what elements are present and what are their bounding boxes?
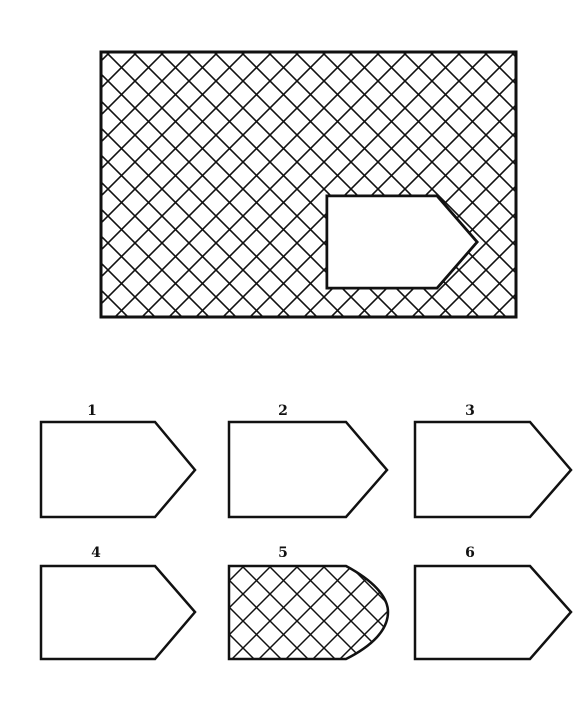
- option-6-label: 6: [465, 545, 475, 561]
- option-1-label: 1: [87, 403, 97, 419]
- option-5[interactable]: 5: [227, 545, 390, 661]
- option-5-label: 5: [278, 545, 288, 561]
- option-1-shape[interactable]: [39, 420, 197, 519]
- option-3-label: 3: [465, 403, 475, 419]
- option-2[interactable]: 2: [227, 403, 389, 519]
- main-pattern-rect: [99, 50, 518, 319]
- option-5-shape[interactable]: [227, 564, 390, 661]
- option-3-shape[interactable]: [413, 420, 573, 519]
- missing-piece-hole: [325, 194, 479, 290]
- option-4-label: 4: [91, 545, 101, 561]
- option-4-shape[interactable]: [39, 564, 197, 661]
- option-6-shape[interactable]: [413, 564, 573, 661]
- option-3[interactable]: 3: [413, 403, 573, 519]
- option-2-label: 2: [278, 403, 288, 419]
- main-pattern-figure: [99, 50, 518, 319]
- option-2-shape[interactable]: [227, 420, 389, 519]
- option-1[interactable]: 1: [39, 403, 197, 519]
- option-6[interactable]: 6: [413, 545, 573, 661]
- answer-options: 1 2 3 4 5 6: [39, 403, 573, 661]
- option-4[interactable]: 4: [39, 545, 197, 661]
